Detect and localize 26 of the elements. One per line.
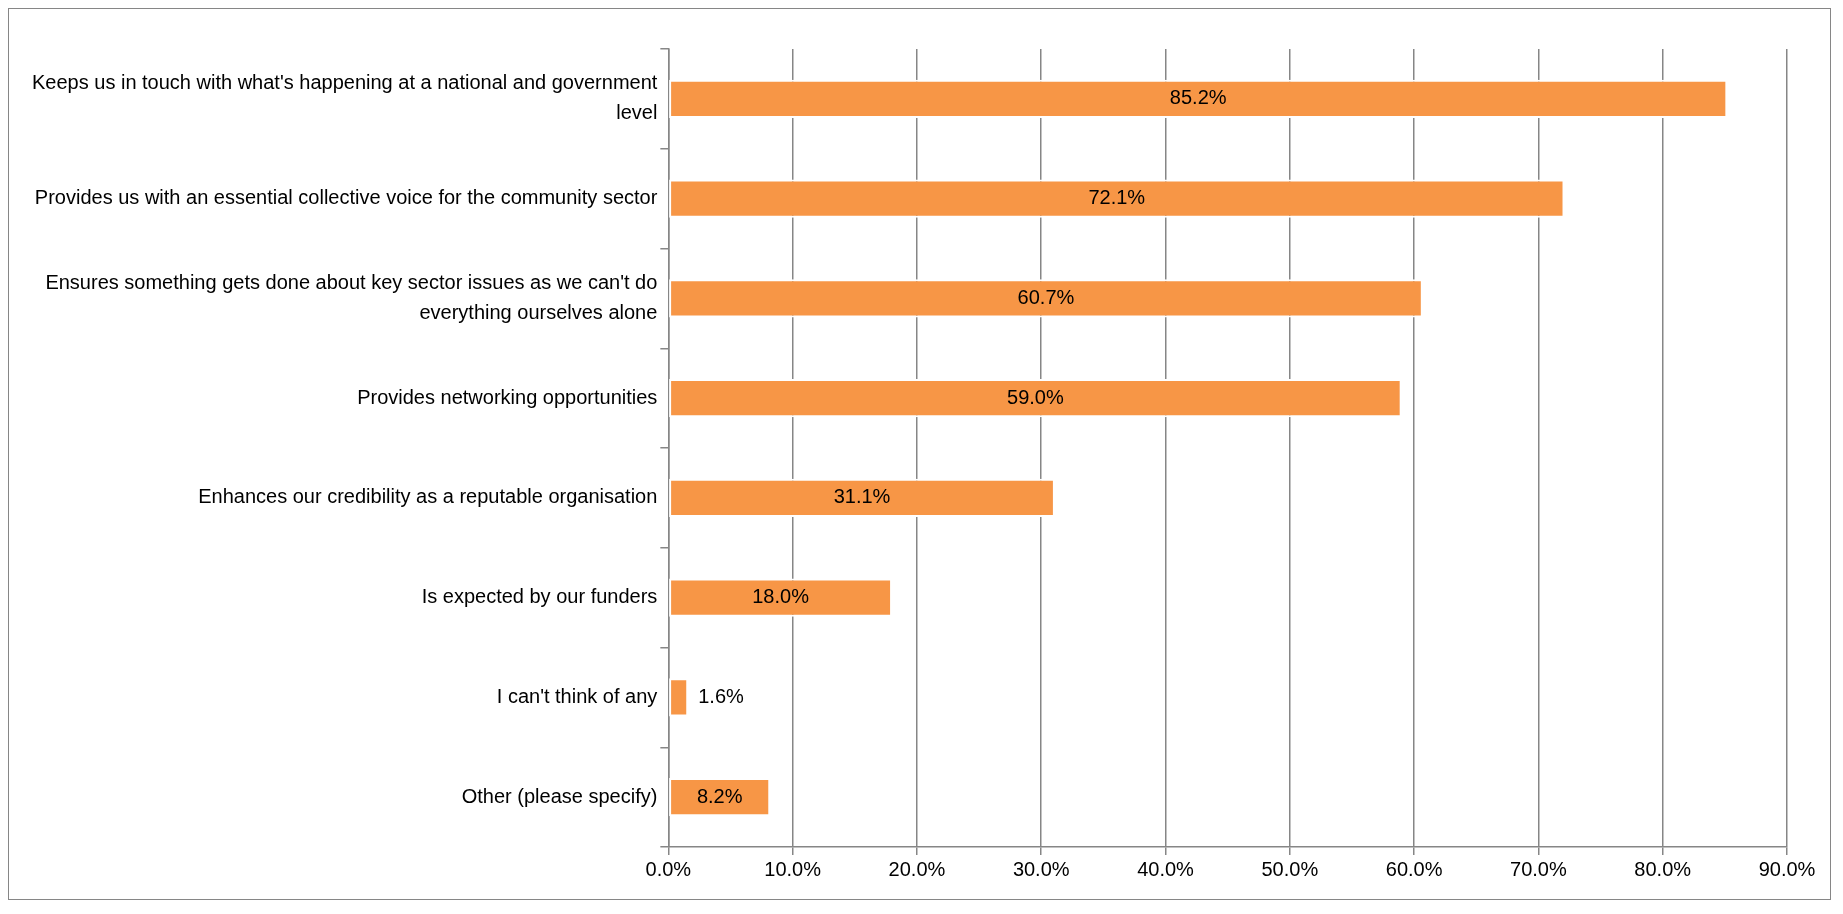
x-tick-label: 70.0% xyxy=(1510,857,1567,880)
y-tick-label: Enhances our credibility as a reputable organisation xyxy=(198,485,658,508)
data-label: 72.1% xyxy=(1088,186,1146,209)
x-tick-label: 80.0% xyxy=(1634,857,1692,880)
x-tick-label: 60.0% xyxy=(1385,857,1443,880)
data-label: 60.7% xyxy=(1017,285,1075,308)
data-label: 8.2% xyxy=(696,784,743,807)
x-tick-label: 0.0% xyxy=(645,857,692,880)
y-tick-label: Keeps us in touch with what's happening at a national and government level xyxy=(31,71,658,124)
y-tick-label: Provides networking opportunities xyxy=(357,385,658,408)
x-tick-label: 50.0% xyxy=(1261,857,1319,880)
data-label: 18.0% xyxy=(752,585,810,608)
y-tick-label: Ensures something gets done about key sector issues as we can't do everything ourselves alone xyxy=(45,270,658,323)
x-tick-label: 10.0% xyxy=(764,857,822,880)
y-tick-label: Is expected by our funders xyxy=(421,585,658,608)
x-tick-label: 30.0% xyxy=(1012,857,1070,880)
x-tick-label: 20.0% xyxy=(888,857,946,880)
x-tick-label: 90.0% xyxy=(1758,857,1816,880)
x-tick-label: 40.0% xyxy=(1137,857,1195,880)
data-label: 85.2% xyxy=(1169,86,1227,109)
y-tick-label: I can't think of any xyxy=(496,684,658,707)
y-tick-label: Other (please specify) xyxy=(461,784,658,807)
data-label: 1.6% xyxy=(698,684,745,707)
y-tick-label: Provides us with an essential collective voice for the community sector xyxy=(34,186,658,209)
data-label: 31.1% xyxy=(833,485,891,508)
data-label: 59.0% xyxy=(1007,385,1064,408)
